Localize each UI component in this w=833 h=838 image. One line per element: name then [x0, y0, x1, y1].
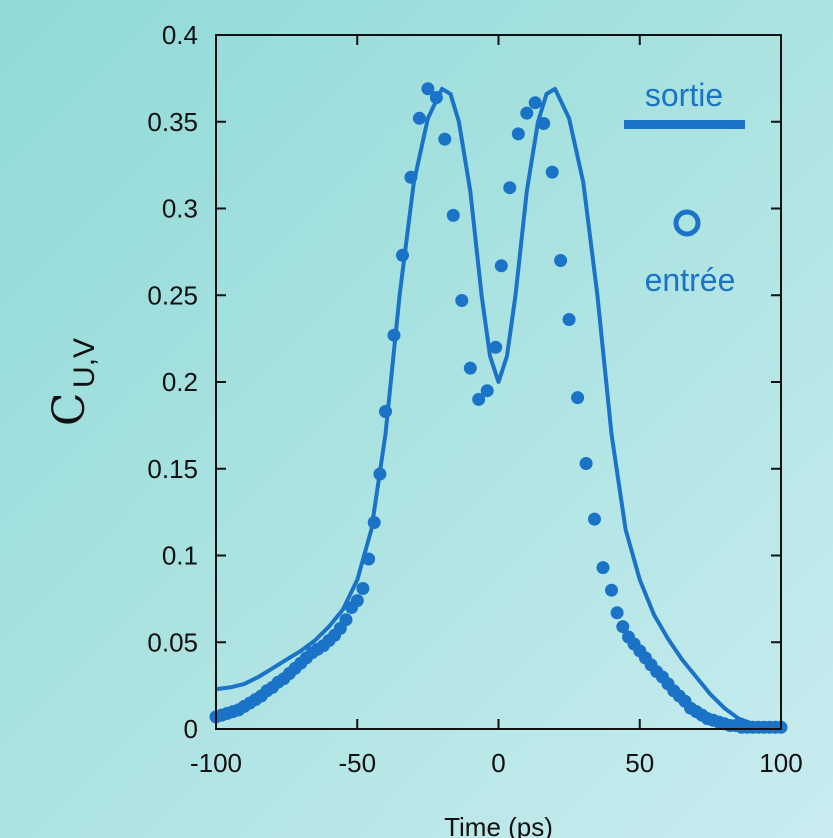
x-tick-label: -50	[338, 748, 376, 778]
data-point	[463, 361, 477, 375]
plot-area	[209, 82, 788, 734]
data-point	[605, 583, 618, 597]
y-tick-label: 0.35	[147, 107, 198, 137]
tick-labels: -100 -50 0 50 100 0 0.05 0.1 0.15 0.2 0.25 0.3 0.35 0…	[147, 20, 802, 778]
y-tick-label: 0.4	[162, 20, 198, 50]
y-tick-label: 0.15	[147, 454, 198, 484]
data-point	[421, 82, 435, 96]
data-point	[438, 132, 452, 146]
y-tick-label: 0.3	[162, 194, 198, 224]
data-point	[373, 467, 387, 481]
data-point	[396, 248, 409, 262]
y-tick-label: 0	[184, 714, 198, 744]
x-axis-label: Time (ps)	[444, 812, 553, 838]
data-point	[455, 294, 469, 307]
data-point	[545, 165, 559, 179]
data-point	[387, 328, 401, 342]
data-point	[579, 457, 593, 470]
data-point	[596, 561, 610, 575]
y-tick-label: 0.2	[162, 367, 198, 397]
y-axis-label-main: C	[44, 392, 95, 426]
data-point	[494, 259, 508, 273]
data-point	[520, 106, 534, 120]
data-point	[412, 111, 426, 125]
data-point	[489, 340, 503, 354]
data-point	[472, 392, 486, 406]
y-tick-label: 0.05	[147, 627, 198, 657]
legend-label-entree: entrée	[645, 262, 736, 298]
data-point	[429, 91, 443, 104]
axes	[215, 34, 782, 730]
data-point	[362, 552, 376, 566]
y-tick-label: 0.1	[162, 541, 198, 571]
x-tick-label: 0	[491, 748, 505, 778]
y-axis-label-sub: U,V	[68, 338, 101, 388]
data-point	[562, 313, 576, 326]
data-point	[356, 582, 370, 595]
data-point	[446, 208, 460, 222]
data-point	[610, 606, 624, 620]
data-point	[554, 254, 568, 267]
x-tick-label: -100	[190, 748, 242, 778]
y-axis-label: C U,V	[44, 338, 101, 426]
data-point	[404, 170, 418, 184]
legend-line-swatch	[624, 120, 745, 129]
series-line-0	[215, 86, 782, 730]
data-point	[616, 620, 630, 634]
data-point	[503, 181, 517, 195]
x-tick-label: 100	[759, 748, 802, 778]
data-point	[379, 405, 392, 418]
y-tick-label: 0.25	[147, 280, 198, 310]
data-point	[367, 516, 381, 529]
data-point	[571, 391, 585, 405]
legend: sortie entrée	[624, 77, 745, 298]
series-layer	[209, 82, 788, 734]
data-point	[511, 127, 525, 141]
data-point	[480, 384, 494, 398]
data-point	[537, 117, 551, 130]
data-point	[528, 96, 542, 110]
legend-label-sortie: sortie	[645, 77, 723, 113]
data-point	[588, 512, 601, 526]
legend-marker-swatch	[673, 209, 701, 237]
x-tick-label: 50	[625, 748, 654, 778]
data-point	[339, 613, 353, 627]
data-point	[350, 594, 364, 608]
